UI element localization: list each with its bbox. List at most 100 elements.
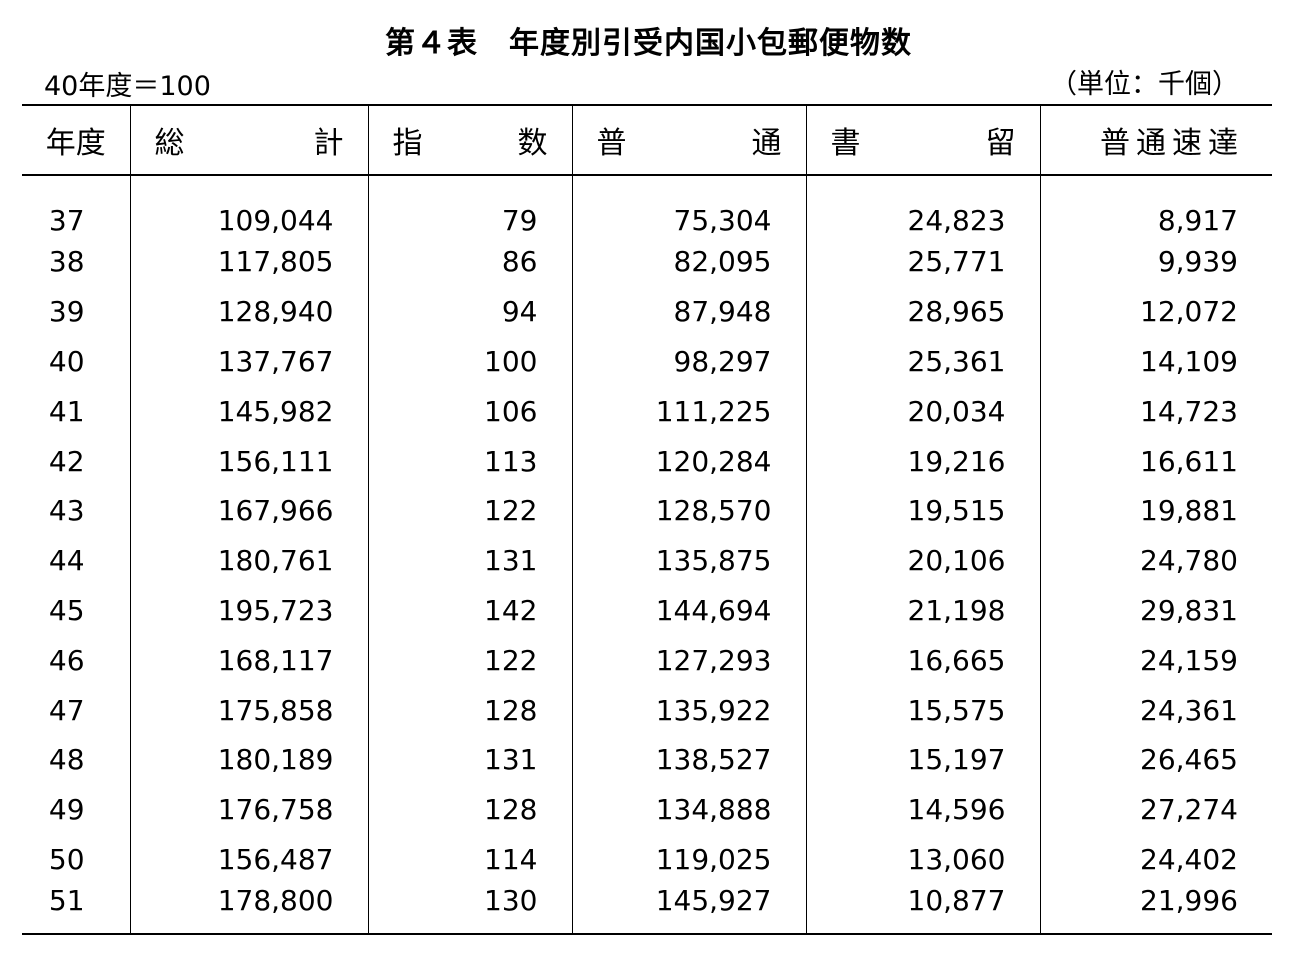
express-cell: 14,109 bbox=[1039, 336, 1272, 387]
total-cell: 176,758 bbox=[129, 784, 368, 835]
header-total-part2: 計 bbox=[313, 126, 344, 161]
express-cell: 16,611 bbox=[1039, 436, 1272, 486]
header-registered-part2: 留 bbox=[985, 126, 1016, 161]
express-cell: 26,465 bbox=[1039, 734, 1272, 785]
year-cell: 50 bbox=[48, 842, 85, 876]
ordinary-cell: 82,095 bbox=[571, 237, 806, 287]
table-row: 45 195,723 142 144,694 21,198 29,831 bbox=[22, 585, 1272, 636]
index-cell: 79 bbox=[367, 175, 572, 237]
ordinary-cell: 98,297 bbox=[571, 336, 806, 387]
header-registered: 書 留 bbox=[805, 105, 1040, 175]
index-cell: 122 bbox=[367, 485, 572, 536]
index-cell: 142 bbox=[367, 585, 572, 636]
table-row: 50 156,487 114 119,025 13,060 24,402 bbox=[22, 834, 1272, 885]
ordinary-cell: 75,304 bbox=[571, 175, 806, 237]
ordinary-cell: 87,948 bbox=[571, 286, 806, 337]
year-cell: 41 bbox=[48, 394, 85, 428]
header-ordinary-part2: 通 bbox=[751, 126, 782, 161]
ordinary-cell: 138,527 bbox=[571, 734, 806, 785]
total-cell: 117,805 bbox=[129, 237, 368, 287]
header-year: 年度 bbox=[45, 126, 106, 161]
year-cell: 38 bbox=[48, 245, 85, 279]
ordinary-cell: 144,694 bbox=[571, 585, 806, 636]
registered-cell: 13,060 bbox=[805, 834, 1040, 885]
registered-cell: 21,198 bbox=[805, 585, 1040, 636]
registered-cell: 25,771 bbox=[805, 237, 1040, 287]
registered-cell: 24,823 bbox=[805, 175, 1040, 237]
ordinary-cell: 145,927 bbox=[571, 884, 806, 935]
year-cell: 39 bbox=[48, 295, 85, 329]
ordinary-cell: 135,922 bbox=[571, 685, 806, 735]
total-cell: 195,723 bbox=[129, 585, 368, 636]
header-row: 年度 総 計 指 数 普 通 書 留 普通速達 bbox=[22, 105, 1272, 175]
table-row: 51 178,800 130 145,927 10,877 21,996 bbox=[22, 884, 1272, 935]
base-year-note: 40年度＝100 bbox=[44, 71, 211, 102]
total-cell: 178,800 bbox=[129, 884, 368, 935]
express-cell: 9,939 bbox=[1039, 237, 1272, 287]
table-row: 39 128,940 94 87,948 28,965 12,072 bbox=[22, 286, 1272, 337]
year-cell: 42 bbox=[48, 444, 85, 478]
table-row: 44 180,761 131 135,875 20,106 24,780 bbox=[22, 535, 1272, 586]
year-cell: 49 bbox=[48, 793, 85, 827]
parcel-statistics-table: 年度 総 計 指 数 普 通 書 留 普通速達 37 109,044 79 75,30… bbox=[22, 104, 1272, 935]
registered-cell: 16,665 bbox=[805, 635, 1040, 686]
total-cell: 156,487 bbox=[129, 834, 368, 885]
index-cell: 131 bbox=[367, 535, 572, 586]
ordinary-cell: 119,025 bbox=[571, 834, 806, 885]
index-cell: 106 bbox=[367, 386, 572, 437]
table-row: 40 137,767 100 98,297 25,361 14,109 bbox=[22, 336, 1272, 387]
table-row: 37 109,044 79 75,304 24,823 8,917 bbox=[22, 175, 1272, 237]
index-cell: 131 bbox=[367, 734, 572, 785]
ordinary-cell: 127,293 bbox=[571, 635, 806, 686]
year-cell: 43 bbox=[48, 494, 85, 528]
express-cell: 24,361 bbox=[1039, 685, 1272, 735]
table-row: 48 180,189 131 138,527 15,197 26,465 bbox=[22, 734, 1272, 785]
express-cell: 21,996 bbox=[1039, 884, 1272, 935]
header-express: 普通速達 bbox=[1039, 105, 1272, 175]
unit-note: （単位：千個） bbox=[1050, 69, 1239, 100]
header-index: 指 数 bbox=[367, 105, 572, 175]
express-cell: 24,402 bbox=[1039, 834, 1272, 885]
year-cell: 51 bbox=[48, 884, 85, 918]
index-cell: 94 bbox=[367, 286, 572, 337]
registered-cell: 28,965 bbox=[805, 286, 1040, 337]
index-cell: 86 bbox=[367, 237, 572, 287]
header-total: 総 計 bbox=[129, 105, 368, 175]
registered-cell: 14,596 bbox=[805, 784, 1040, 835]
header-registered-part1: 書 bbox=[830, 126, 919, 161]
express-cell: 14,723 bbox=[1039, 386, 1272, 437]
table-row: 41 145,982 106 111,225 20,034 14,723 bbox=[22, 386, 1272, 437]
registered-cell: 15,197 bbox=[805, 734, 1040, 785]
total-cell: 137,767 bbox=[129, 336, 368, 387]
table-row: 49 176,758 128 134,888 14,596 27,274 bbox=[22, 784, 1272, 835]
index-cell: 122 bbox=[367, 635, 572, 686]
ordinary-cell: 128,570 bbox=[571, 485, 806, 536]
registered-cell: 10,877 bbox=[805, 884, 1040, 935]
express-cell: 27,274 bbox=[1039, 784, 1272, 835]
table-row: 38 117,805 86 82,095 25,771 9,939 bbox=[22, 237, 1272, 287]
table-row: 42 156,111 113 120,284 19,216 16,611 bbox=[22, 436, 1272, 486]
ordinary-cell: 120,284 bbox=[571, 436, 806, 486]
table-row: 43 167,966 122 128,570 19,515 19,881 bbox=[22, 485, 1272, 536]
year-cell: 45 bbox=[48, 593, 85, 627]
index-cell: 113 bbox=[367, 436, 572, 486]
registered-cell: 20,106 bbox=[805, 535, 1040, 586]
index-cell: 114 bbox=[367, 834, 572, 885]
year-cell: 40 bbox=[48, 344, 85, 378]
index-cell: 100 bbox=[367, 336, 572, 387]
year-cell: 46 bbox=[48, 643, 85, 677]
ordinary-cell: 111,225 bbox=[571, 386, 806, 437]
index-cell: 128 bbox=[367, 685, 572, 735]
express-cell: 24,159 bbox=[1039, 635, 1272, 686]
header-index-part1: 指 bbox=[392, 126, 466, 161]
total-cell: 145,982 bbox=[129, 386, 368, 437]
year-cell: 37 bbox=[48, 204, 85, 237]
registered-cell: 25,361 bbox=[805, 336, 1040, 387]
total-cell: 109,044 bbox=[129, 175, 368, 237]
total-cell: 175,858 bbox=[129, 685, 368, 735]
ordinary-cell: 135,875 bbox=[571, 535, 806, 586]
year-cell: 48 bbox=[48, 743, 85, 777]
ordinary-cell: 134,888 bbox=[571, 784, 806, 835]
express-cell: 19,881 bbox=[1039, 485, 1272, 536]
registered-cell: 19,515 bbox=[805, 485, 1040, 536]
